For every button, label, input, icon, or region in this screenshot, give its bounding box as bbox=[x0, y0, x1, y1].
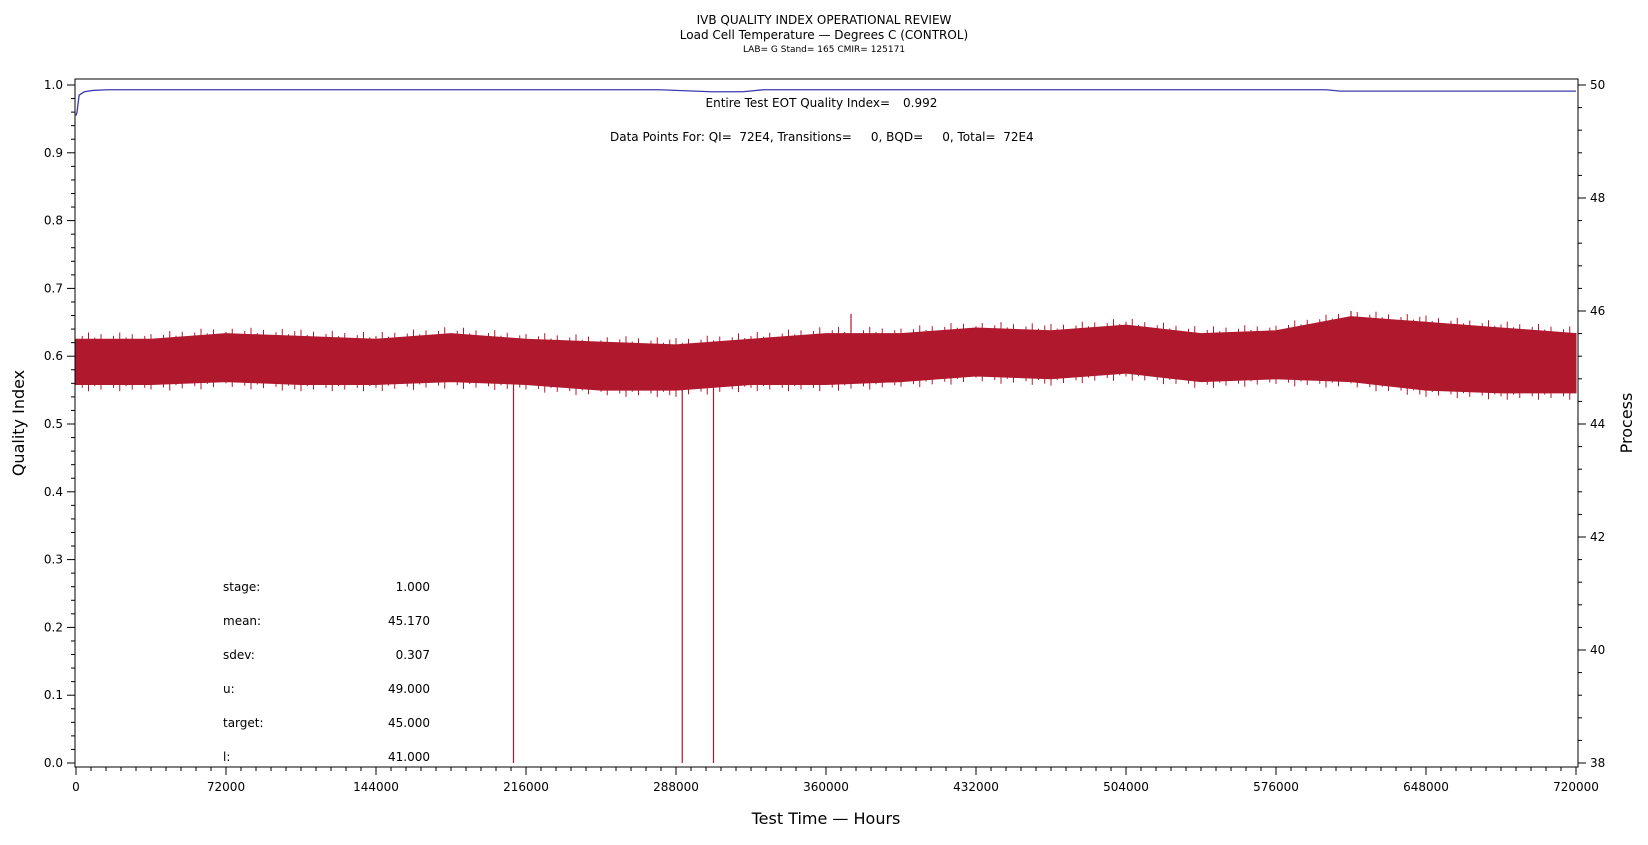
stat-value: 41.000 bbox=[388, 750, 430, 764]
y-right-tick-label: 38 bbox=[1590, 756, 1605, 770]
y-left-tick-label: 0.2 bbox=[44, 620, 63, 634]
y-left-tick-label: 0.0 bbox=[44, 756, 63, 770]
y-left-tick-label: 0.3 bbox=[44, 553, 63, 567]
plot-frame bbox=[74, 78, 1579, 768]
y-axis-right-label: Process bbox=[1617, 393, 1636, 454]
x-tick-label: 288000 bbox=[653, 780, 699, 794]
eot-quality-value: 0.992 bbox=[903, 96, 937, 110]
x-tick-label: 576000 bbox=[1253, 780, 1299, 794]
y-right-tick-label: 48 bbox=[1590, 191, 1605, 205]
x-tick-label: 0 bbox=[72, 780, 80, 794]
stat-label: stage: bbox=[223, 580, 260, 594]
y-right-tick-label: 46 bbox=[1590, 304, 1605, 318]
stats-block: stage: 1.000 mean: 45.170 sdev: 0.307 u: 49.000… bbox=[223, 580, 430, 764]
process-noise bbox=[75, 311, 1571, 400]
chart-subtitle: Load Cell Temperature — Degrees C (CONTR… bbox=[680, 28, 968, 42]
stat-label: mean: bbox=[223, 614, 261, 628]
process-spikes bbox=[512, 311, 1352, 763]
x-tick-label: 432000 bbox=[953, 780, 999, 794]
y-right-tick-label: 42 bbox=[1590, 530, 1605, 544]
y-left-tick-label: 0.7 bbox=[44, 281, 63, 295]
y-left-tick-label: 1.0 bbox=[44, 78, 63, 92]
x-tick-label: 360000 bbox=[803, 780, 849, 794]
stat-label: sdev: bbox=[223, 648, 255, 662]
y-left-tick-label: 0.4 bbox=[44, 485, 63, 499]
series-lines bbox=[75, 89, 1576, 116]
y-axis-right: 38 40 42 44 46 48 50 bbox=[1578, 78, 1605, 770]
x-axis: 0 72000 144000 216000 288000 360000 432000 5040… bbox=[72, 767, 1599, 794]
x-axis-label: Test Time — Hours bbox=[751, 809, 901, 828]
chart-title: IVB QUALITY INDEX OPERATIONAL REVIEW bbox=[697, 13, 952, 27]
stat-value: 45.170 bbox=[388, 614, 430, 628]
stat-value: 45.000 bbox=[388, 716, 430, 730]
eot-quality-label: Entire Test EOT Quality Index= bbox=[706, 96, 891, 110]
stat-value: 49.000 bbox=[388, 682, 430, 696]
y-axis-left-label: Quality Index bbox=[9, 370, 28, 476]
y-left-tick-label: 0.1 bbox=[44, 688, 63, 702]
data-points-summary: Data Points For: QI= 72E4, Transitions= … bbox=[610, 130, 1034, 144]
y-right-tick-label: 50 bbox=[1590, 78, 1605, 92]
x-tick-label: 504000 bbox=[1103, 780, 1149, 794]
y-right-tick-label: 40 bbox=[1590, 643, 1605, 657]
stat-value: 1.000 bbox=[396, 580, 430, 594]
y-left-tick-label: 0.5 bbox=[44, 417, 63, 431]
y-left-tick-label: 0.6 bbox=[44, 349, 63, 363]
stat-label: l: bbox=[223, 750, 230, 764]
x-tick-label: 72000 bbox=[207, 780, 245, 794]
x-tick-label: 720000 bbox=[1553, 780, 1599, 794]
x-tick-label: 648000 bbox=[1403, 780, 1449, 794]
y-axis-left: 0.0 0.1 0.2 0.3 0.4 0.5 0.6 0.7 0.8 0.9 1.0 bbox=[44, 78, 75, 770]
y-left-tick-label: 0.8 bbox=[44, 214, 63, 228]
quality-index-line bbox=[75, 89, 1576, 116]
stat-label: target: bbox=[223, 716, 264, 730]
stat-label: u: bbox=[223, 682, 235, 696]
process-band bbox=[75, 311, 1577, 400]
chart-subtitle-2: LAB= G Stand= 165 CMIR= 125171 bbox=[743, 45, 905, 55]
y-left-tick-label: 0.9 bbox=[44, 146, 63, 160]
x-tick-label: 216000 bbox=[503, 780, 549, 794]
y-right-tick-label: 44 bbox=[1590, 417, 1605, 431]
x-tick-label: 144000 bbox=[353, 780, 399, 794]
stat-value: 0.307 bbox=[396, 648, 430, 662]
